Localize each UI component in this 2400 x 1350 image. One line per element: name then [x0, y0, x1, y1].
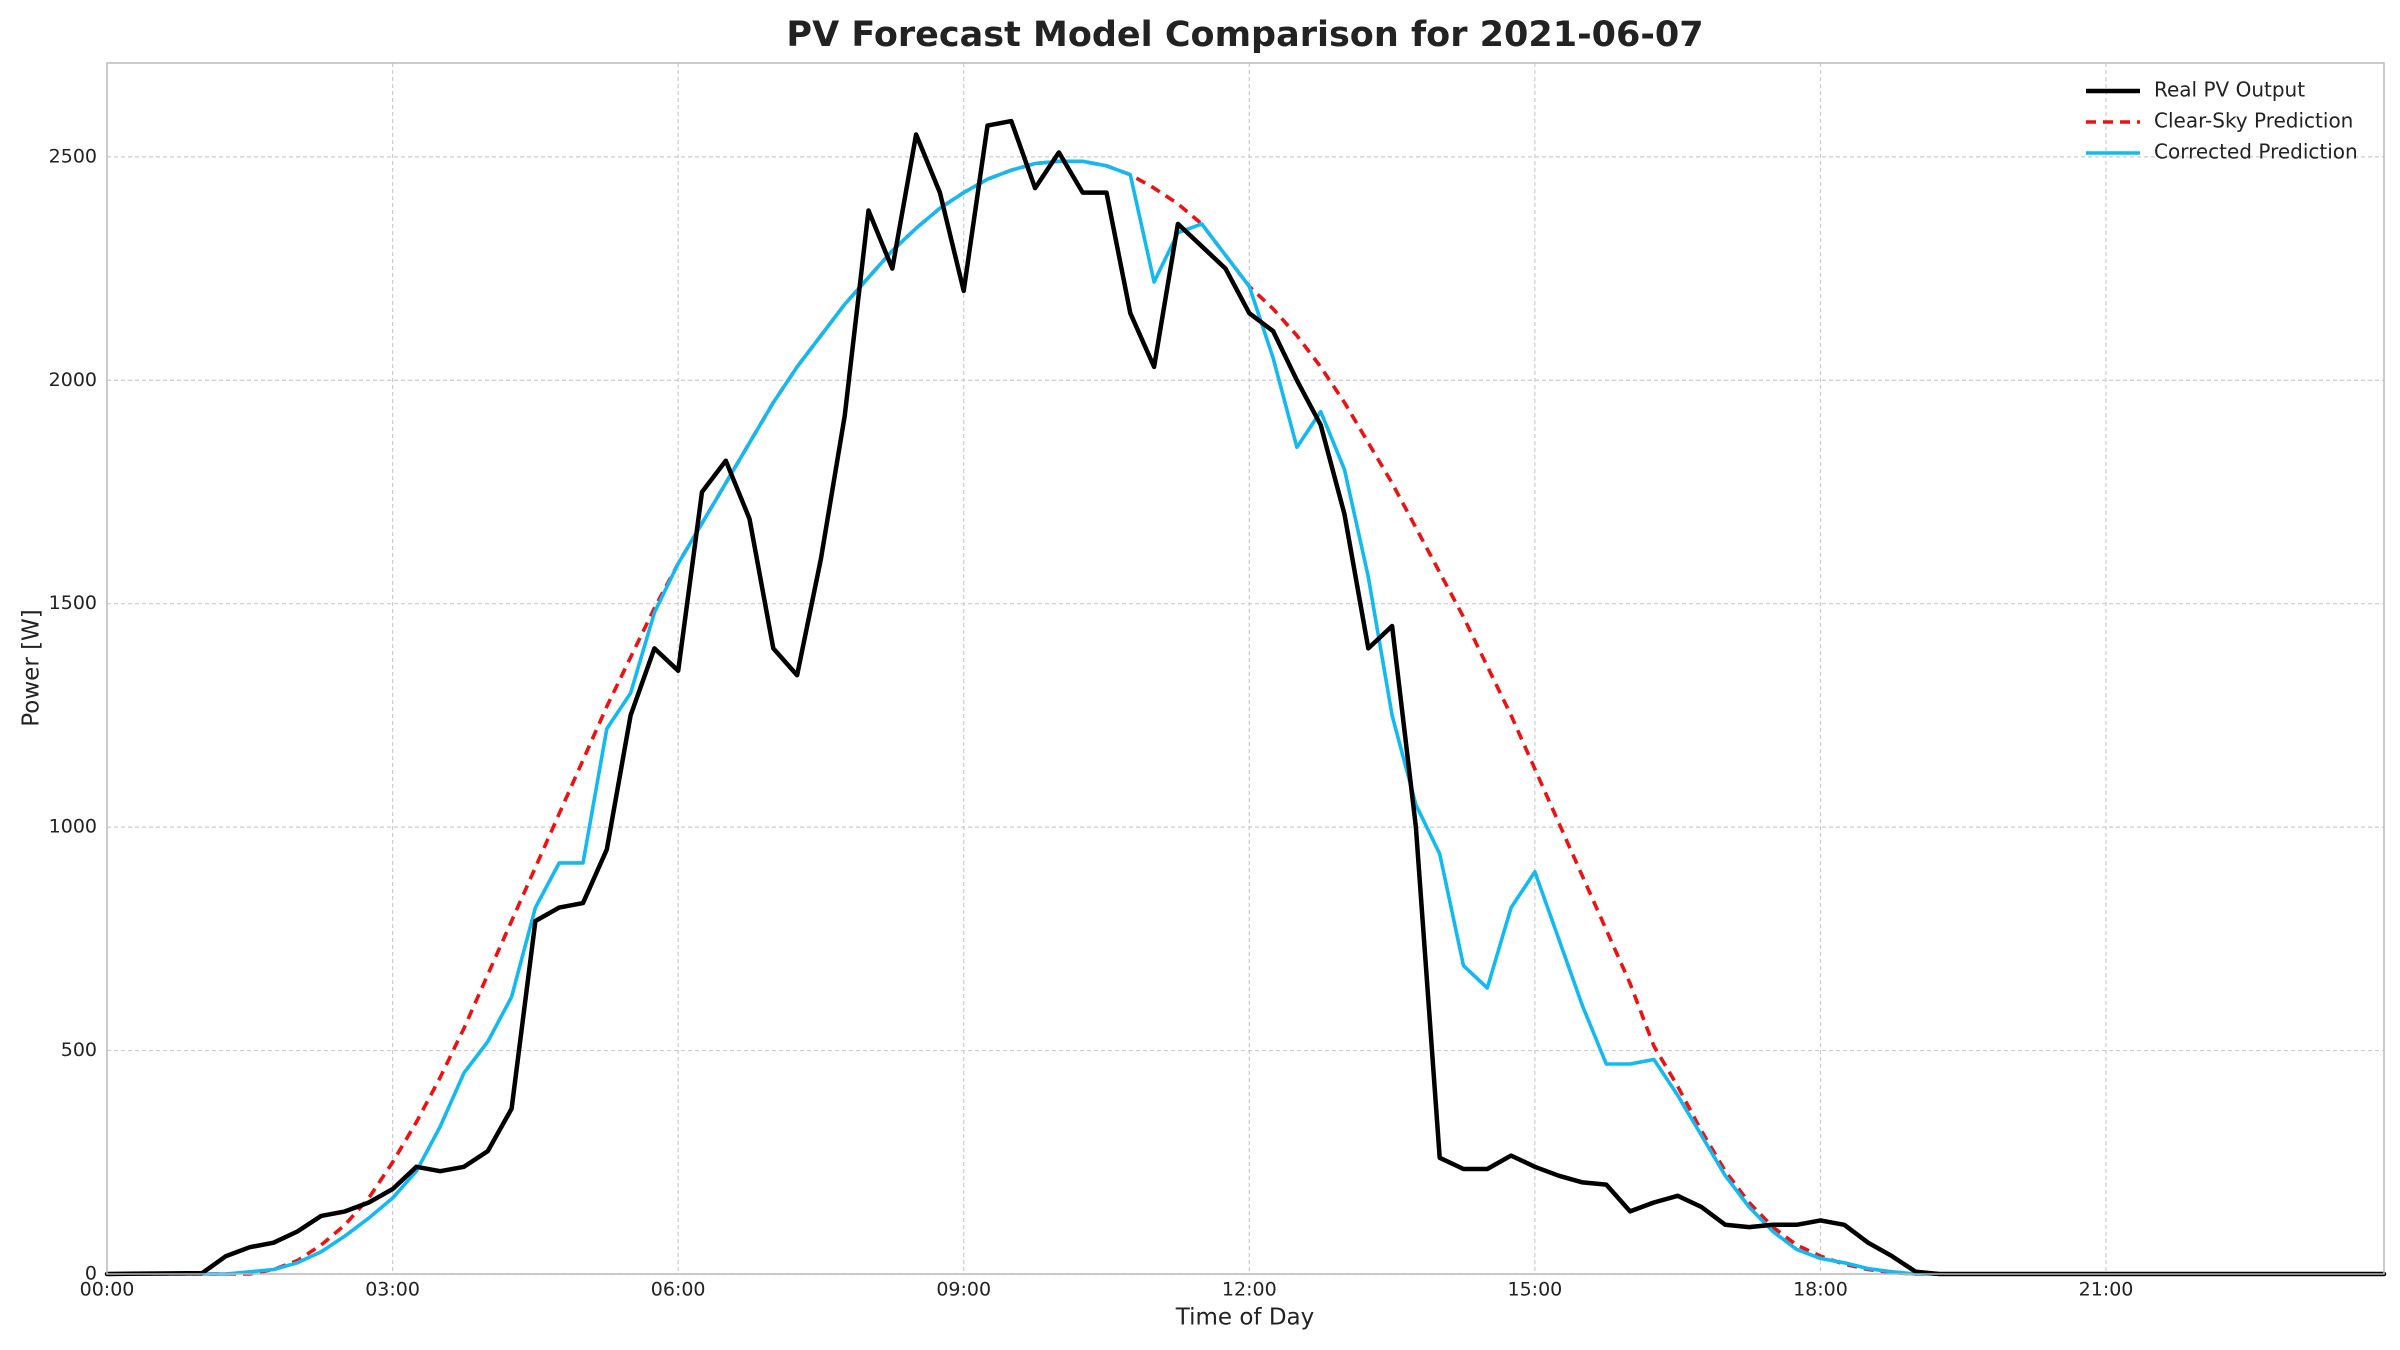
y-tick-label: 1000 — [49, 816, 97, 838]
legend: Real PV Output Clear-Sky Prediction Correc… — [2086, 78, 2358, 164]
x-axis-label: Time of Day — [1175, 1305, 1315, 1331]
x-tick-label: 18:00 — [1793, 1279, 1848, 1301]
plot-lines — [104, 118, 2387, 1277]
y-tick-label: 2000 — [49, 369, 97, 391]
x-tick-label: 21:00 — [2079, 1279, 2134, 1301]
y-tick-label: 2500 — [49, 145, 97, 167]
series-line — [104, 118, 2387, 1277]
chart-title: PV Forecast Model Comparison for 2021-06… — [786, 15, 1703, 55]
plot-frame — [106, 62, 2385, 1275]
series-line — [105, 159, 2386, 1276]
legend-label: Real PV Output — [2154, 78, 2305, 102]
legend-label: Clear-Sky Prediction — [2154, 109, 2353, 133]
x-tick-label: 00:00 — [80, 1279, 135, 1301]
legend-label: Corrected Prediction — [2154, 140, 2358, 164]
x-tick-label: 15:00 — [1508, 1279, 1563, 1301]
y-tick-label: 1500 — [49, 592, 97, 614]
y-tick-label: 0 — [85, 1263, 97, 1285]
x-tick-label: 06:00 — [651, 1279, 706, 1301]
y-tick-label: 500 — [61, 1039, 97, 1061]
y-axis-label: Power [W] — [19, 609, 45, 727]
x-tick-label: 12:00 — [1222, 1279, 1277, 1301]
x-tick-label: 03:00 — [365, 1279, 420, 1301]
x-tick-label: 09:00 — [936, 1279, 991, 1301]
